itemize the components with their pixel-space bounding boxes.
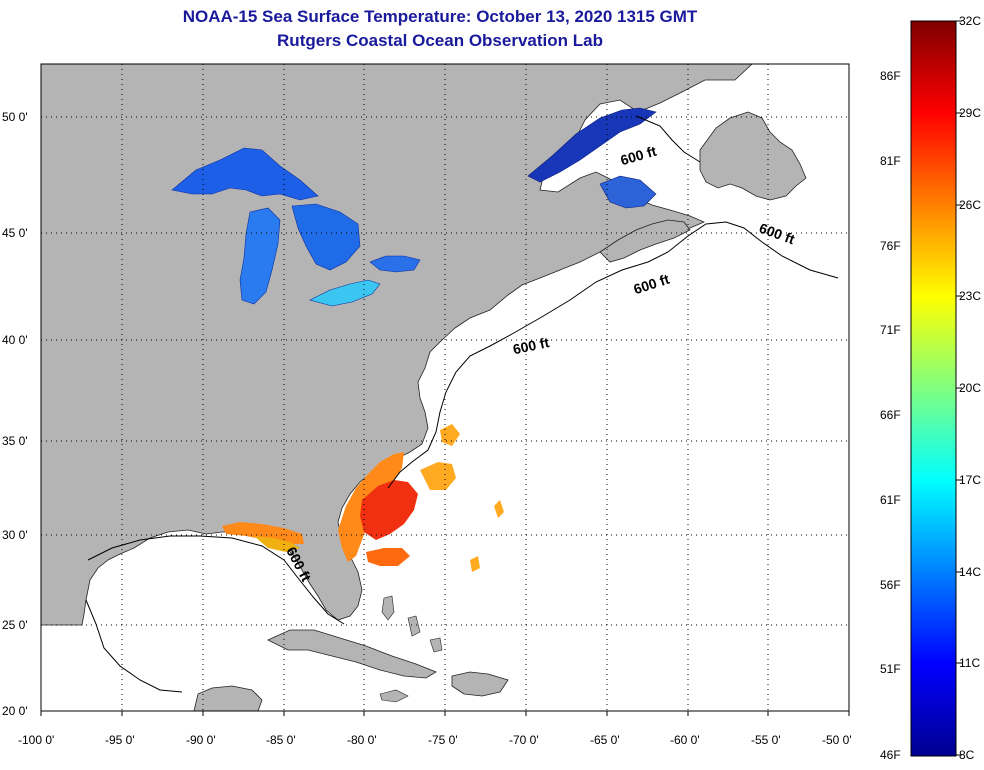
sst-gulfstream-red (360, 480, 418, 540)
cb-fahrenheit-61: 61F (880, 493, 901, 507)
cb-fahrenheit-51: 51F (880, 662, 901, 676)
cb-celsius-14: 14C (959, 565, 981, 579)
st-lawrence-sst-2 (599, 175, 657, 209)
lon-label-65: -65 0' (590, 733, 620, 747)
sst-gulf-coast (222, 522, 304, 544)
lon-label-55: -55 0' (751, 733, 781, 747)
lon-label-50: -50 0' (822, 733, 852, 747)
cb-fahrenheit-76: 76F (880, 239, 901, 253)
lon-label-70: -70 0' (509, 733, 539, 747)
sst-offshore-orange (366, 548, 410, 566)
lake-erie (309, 279, 381, 307)
lat-label-25: 25 0' (2, 618, 28, 632)
sst-gulf-coast-yellow (254, 536, 300, 552)
cb-fahrenheit-71: 71F (880, 323, 901, 337)
axis-ticks (40, 711, 850, 716)
lon-label-80: -80 0' (347, 733, 377, 747)
cb-fahrenheit-66: 66F (880, 408, 901, 422)
cb-celsius-26: 26C (959, 198, 981, 212)
lon-label-75: -75 0' (428, 733, 458, 747)
st-lawrence-sst (527, 107, 657, 183)
cb-celsius-32: 32C (959, 14, 981, 28)
cb-fahrenheit-81: 81F (880, 154, 901, 168)
cb-fahrenheit-86: 86F (880, 69, 901, 83)
cb-celsius-8: 8C (959, 748, 975, 762)
lat-label-30: 30 0' (2, 528, 28, 542)
land-jamaica (379, 689, 409, 703)
lake-michigan (239, 207, 281, 305)
depth-contour-600ft (85, 115, 839, 693)
cb-celsius-17: 17C (959, 473, 981, 487)
lon-label-90: -90 0' (186, 733, 216, 747)
land-bahamas (381, 595, 443, 653)
colorbar (910, 20, 957, 757)
cb-celsius-23: 23C (959, 289, 981, 303)
land-cuba (267, 629, 437, 679)
land-nova-scotia (599, 219, 691, 263)
lon-label-95: -95 0' (105, 733, 135, 747)
contour-label-mid-atlantic: 600 ft (511, 334, 550, 357)
lat-label-35: 35 0' (2, 434, 28, 448)
cb-celsius-11: 11C (959, 656, 980, 670)
lon-label-60: -60 0' (670, 733, 700, 747)
land-newfoundland (699, 111, 807, 201)
lake-superior (171, 147, 319, 201)
lat-label-45: 45 0' (2, 226, 28, 240)
land-north-america (41, 64, 753, 626)
southeast-warm-sst (222, 424, 504, 572)
lon-label-85: -85 0' (266, 733, 296, 747)
map-subtitle: Rutgers Coastal Ocean Observation Lab (277, 31, 603, 50)
cb-celsius-29: 29C (959, 106, 981, 120)
land-hispaniola (451, 671, 509, 697)
lake-huron (291, 203, 361, 271)
lon-label-100: -100 0' (18, 733, 54, 747)
map-title: NOAA-15 Sea Surface Temperature: October… (182, 7, 698, 26)
land-yucatan (193, 685, 263, 711)
cb-celsius-20: 20C (959, 381, 981, 395)
cb-fahrenheit-46: 46F (880, 748, 901, 762)
colorbar-ticks (956, 20, 962, 756)
lat-label-50: 50 0' (2, 110, 28, 124)
lat-label-40: 40 0' (2, 333, 28, 347)
cb-fahrenheit-56: 56F (880, 578, 901, 592)
great-lakes-sst (171, 147, 421, 307)
lake-ontario (369, 255, 421, 273)
lat-label-20: 20 0' (2, 704, 28, 718)
